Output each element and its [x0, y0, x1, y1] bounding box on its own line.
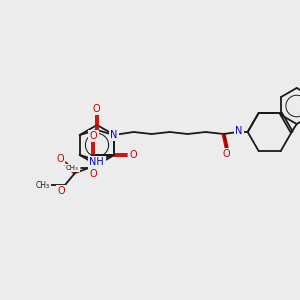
- Text: CH₃: CH₃: [66, 165, 79, 171]
- Text: O: O: [130, 150, 137, 160]
- Text: O: O: [57, 186, 65, 196]
- Text: CH₃: CH₃: [36, 181, 50, 190]
- Text: NH: NH: [89, 157, 104, 167]
- Text: O: O: [56, 154, 64, 164]
- Text: O: O: [89, 169, 97, 179]
- Text: N: N: [235, 126, 242, 136]
- Text: O: O: [93, 104, 100, 114]
- Text: O: O: [89, 131, 97, 141]
- Text: N: N: [110, 130, 117, 140]
- Text: O: O: [223, 149, 230, 159]
